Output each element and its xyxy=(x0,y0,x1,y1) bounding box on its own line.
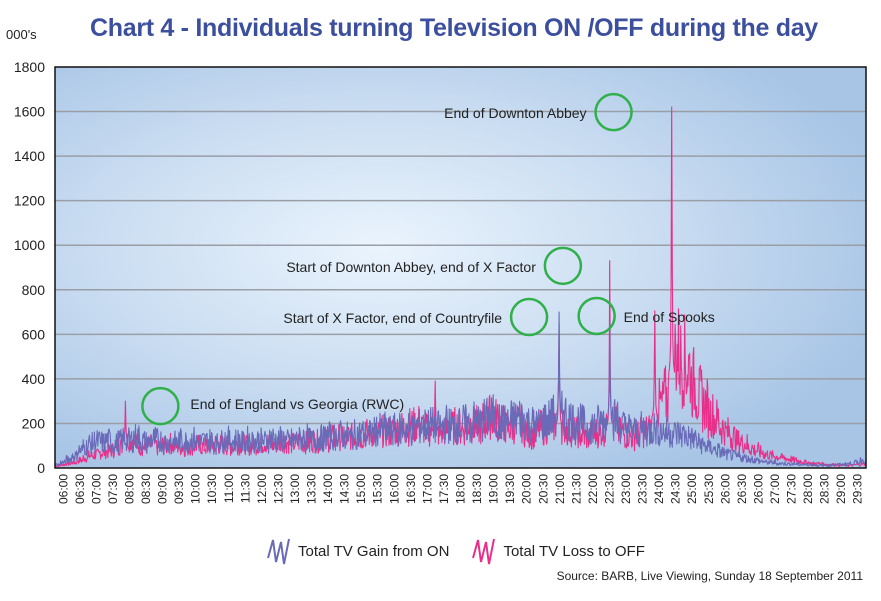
x-tick-label: 07:30 xyxy=(106,474,120,504)
y-tick-label: 800 xyxy=(22,282,46,298)
x-tick-label: 06:30 xyxy=(73,474,87,504)
annotation-label: End of England vs Georgia (RWC) xyxy=(190,396,404,412)
x-tick-label: 22:00 xyxy=(586,474,600,504)
x-tick-label: 27:30 xyxy=(785,474,799,504)
x-tick-label: 13:30 xyxy=(305,474,319,504)
series-line-gain xyxy=(54,311,866,468)
series-group xyxy=(54,106,866,468)
x-tick-label: 20:30 xyxy=(536,474,550,504)
annotation-circle xyxy=(594,92,633,132)
annotation-circle xyxy=(543,246,583,286)
x-tick-label: 26:30 xyxy=(735,474,749,504)
x-tick-label: 09:00 xyxy=(156,474,170,504)
x-tick-label: 12:30 xyxy=(271,474,285,504)
legend: Total TV Gain from ON Total TV Loss to O… xyxy=(266,536,667,566)
source-note: Source: BARB, Live Viewing, Sunday 18 Se… xyxy=(556,569,863,583)
annotation-labels: End of England vs Georgia (RWC) Start of … xyxy=(190,105,714,412)
y-axis-unit-label: 000's xyxy=(6,27,37,42)
x-tick-label: 09:30 xyxy=(172,474,186,504)
annotation-label: Start of X Factor, end of Countryfile xyxy=(283,310,502,326)
x-tick-label: 25:00 xyxy=(685,474,699,504)
x-tick-label: 17:00 xyxy=(420,474,434,504)
x-tick-label: 26:00 xyxy=(718,474,732,504)
legend-item-gain: Total TV Gain from ON xyxy=(266,536,449,566)
x-tick-label: 24:00 xyxy=(652,474,666,504)
x-tick-label: 18:00 xyxy=(454,474,468,504)
x-tick-label: 12:00 xyxy=(255,474,269,504)
x-tick-label: 28:30 xyxy=(818,474,832,504)
y-tick-label: 1400 xyxy=(14,148,45,164)
x-tick-label: 23:00 xyxy=(619,474,633,504)
annotation-label: Start of Downton Abbey, end of X Factor xyxy=(286,259,536,275)
x-tick-label: 27:00 xyxy=(768,474,782,504)
y-tick-label: 1800 xyxy=(14,59,45,75)
x-tick-label: 17:30 xyxy=(437,474,451,504)
x-tick-label: 11:00 xyxy=(222,474,236,503)
annotation-circle xyxy=(141,386,180,426)
loss-zigzag-icon xyxy=(472,538,496,565)
x-tick-label: 14:00 xyxy=(321,474,335,504)
x-tick-label: 24:30 xyxy=(669,474,683,504)
y-tick-label: 200 xyxy=(22,415,46,431)
x-tick-label: 18:30 xyxy=(470,474,484,504)
x-tick-label: 28:00 xyxy=(801,474,815,504)
x-tick-label: 26:00 xyxy=(751,474,765,504)
x-tick-label: 25:30 xyxy=(702,474,716,504)
x-tick-label: 15:00 xyxy=(354,474,368,504)
gain-zigzag-icon xyxy=(267,538,290,565)
y-tick-label: 1000 xyxy=(14,237,45,253)
x-tick-label: 10:30 xyxy=(205,474,219,504)
x-tick-label: 10:00 xyxy=(189,474,203,504)
series-line-loss xyxy=(54,106,866,468)
x-tick-label: 19:00 xyxy=(487,474,501,504)
x-tick-label: 07:00 xyxy=(89,474,103,504)
annotation-label: End of Spooks xyxy=(624,309,715,325)
y-axis-ticks: 0 200 400 600 800 1000 1200 1400 1600 1800 xyxy=(14,59,45,476)
x-tick-label: 14:30 xyxy=(338,474,352,504)
x-tick-label: 23:30 xyxy=(636,474,650,504)
x-tick-label: 29:30 xyxy=(851,474,865,504)
x-tick-label: 21:30 xyxy=(569,474,583,504)
annotation-markers xyxy=(141,92,633,426)
y-tick-label: 0 xyxy=(37,460,45,476)
y-tick-label: 600 xyxy=(22,326,46,342)
x-tick-label: 16:00 xyxy=(387,474,401,504)
x-tick-label: 21:00 xyxy=(553,474,567,504)
y-tick-label: 400 xyxy=(22,371,46,387)
plot-area xyxy=(55,67,866,468)
legend-loss-label: Total TV Loss to OFF xyxy=(503,542,645,560)
x-tick-label: 19:30 xyxy=(503,474,517,504)
annotation-circle xyxy=(509,297,549,337)
x-tick-label: 08:00 xyxy=(122,474,136,504)
gridlines xyxy=(55,110,866,425)
chart-title: Chart 4 - Individuals turning Television… xyxy=(90,14,818,42)
x-tick-label: 13:00 xyxy=(288,474,302,504)
x-tick-label: 22:30 xyxy=(602,474,616,504)
y-tick-label: 1600 xyxy=(14,104,45,120)
x-tick-label: 15:30 xyxy=(371,474,385,504)
x-tick-label: 29:00 xyxy=(834,474,848,504)
x-tick-label: 06:00 xyxy=(56,474,70,504)
legend-item-loss: Total TV Loss to OFF xyxy=(471,536,645,566)
x-axis-ticks: 06:00 06:30 07:00 07:30 08:00 08:30 09:00 09:30… xyxy=(56,474,864,504)
x-tick-label: 16:30 xyxy=(404,474,418,504)
x-tick-label: 20:00 xyxy=(520,474,534,504)
annotation-label: End of Downton Abbey xyxy=(444,105,586,121)
x-tick-label: 11:30 xyxy=(238,474,252,503)
legend-gain-label: Total TV Gain from ON xyxy=(298,542,450,560)
y-tick-label: 1200 xyxy=(14,193,45,209)
annotation-circle xyxy=(577,296,616,336)
plot-frame xyxy=(54,66,867,469)
x-tick-label: 08:30 xyxy=(139,474,153,504)
